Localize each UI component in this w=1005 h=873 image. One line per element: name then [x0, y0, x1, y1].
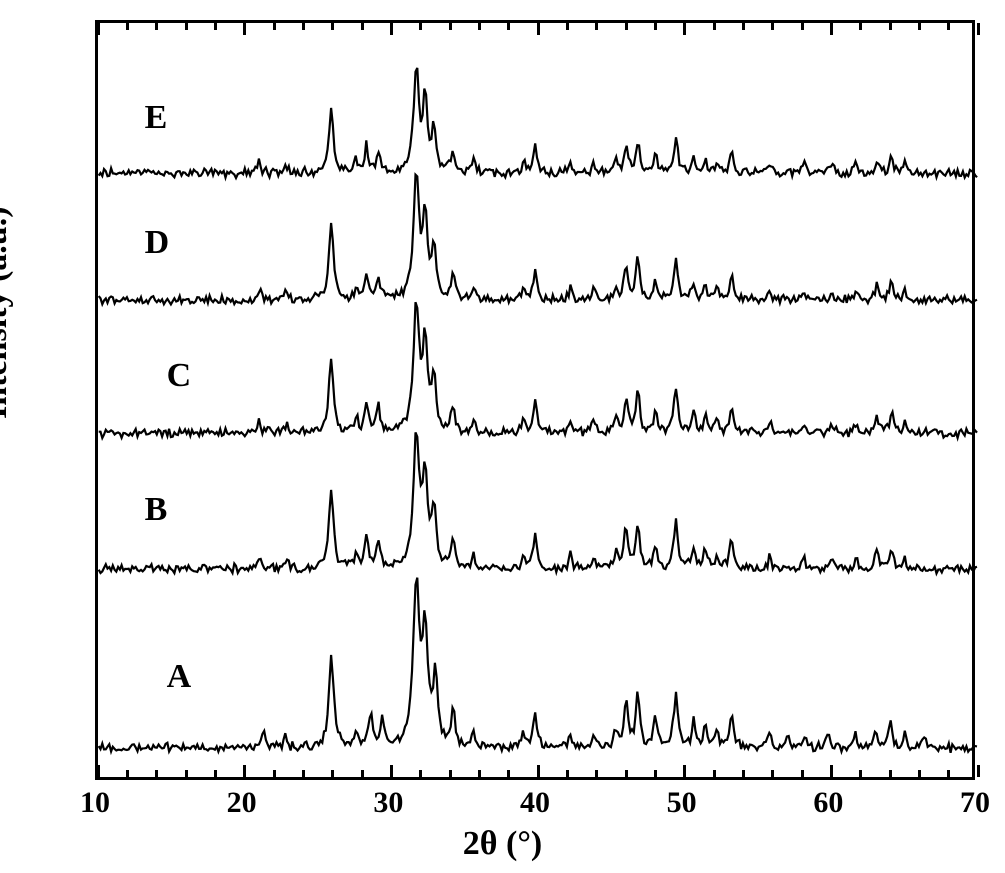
x-tick [742, 23, 745, 30]
x-tick [830, 765, 833, 777]
x-tick [742, 770, 745, 777]
x-tick [97, 765, 100, 777]
x-tick [361, 770, 364, 777]
x-tick [801, 23, 804, 30]
x-tick [566, 770, 569, 777]
xrd-pattern-e [99, 68, 977, 178]
x-tick [537, 23, 540, 35]
x-tick [419, 23, 422, 30]
x-tick [507, 770, 510, 777]
x-tick [478, 770, 481, 777]
x-tick [361, 23, 364, 30]
x-tick-label: 60 [813, 786, 843, 820]
x-tick-label: 50 [667, 786, 697, 820]
xrd-pattern-b [99, 432, 977, 573]
x-tick [830, 23, 833, 35]
x-tick [390, 765, 393, 777]
x-tick [155, 770, 158, 777]
x-tick [977, 765, 980, 777]
x-tick [595, 23, 598, 30]
x-tick-label: 20 [227, 786, 257, 820]
x-tick [947, 23, 950, 30]
series-label-e: E [145, 99, 168, 137]
x-tick [683, 765, 686, 777]
x-tick-label: 40 [520, 786, 550, 820]
x-tick-label: 70 [960, 786, 990, 820]
x-tick [683, 23, 686, 35]
x-tick [97, 23, 100, 35]
x-tick-label: 30 [373, 786, 403, 820]
x-tick [595, 770, 598, 777]
x-tick [713, 770, 716, 777]
xrd-chart: A B C D E [95, 20, 975, 780]
x-tick [889, 770, 892, 777]
x-tick [859, 23, 862, 30]
plot-area: A B C D E [95, 20, 975, 780]
x-tick [859, 770, 862, 777]
x-tick [507, 23, 510, 30]
series-label-a: A [167, 658, 192, 696]
x-tick [273, 23, 276, 30]
y-axis-label: Intensity (a.u.) [0, 206, 15, 419]
x-tick [185, 770, 188, 777]
x-tick [302, 770, 305, 777]
x-tick [713, 23, 716, 30]
x-tick [947, 770, 950, 777]
x-tick [449, 23, 452, 30]
series-label-c: C [167, 357, 192, 395]
x-tick-label: 10 [80, 786, 110, 820]
x-tick [243, 23, 246, 35]
x-tick [214, 23, 217, 30]
x-tick [331, 23, 334, 30]
x-tick [654, 770, 657, 777]
x-tick [625, 23, 628, 30]
x-tick [771, 23, 774, 30]
x-tick [918, 23, 921, 30]
x-tick [419, 770, 422, 777]
x-tick [302, 23, 305, 30]
x-tick [625, 770, 628, 777]
x-tick [243, 765, 246, 777]
x-tick [478, 23, 481, 30]
xrd-patterns-svg [98, 23, 978, 783]
x-tick [126, 770, 129, 777]
xrd-pattern-c [99, 302, 977, 438]
x-tick [654, 23, 657, 30]
x-tick [771, 770, 774, 777]
x-tick [155, 23, 158, 30]
xrd-pattern-d [99, 175, 977, 305]
x-tick [801, 770, 804, 777]
series-label-d: D [145, 224, 170, 262]
xrd-pattern-a [99, 578, 977, 753]
x-tick [185, 23, 188, 30]
series-label-b: B [145, 491, 168, 529]
x-tick [214, 770, 217, 777]
x-tick [918, 770, 921, 777]
x-tick [273, 770, 276, 777]
x-tick [331, 770, 334, 777]
x-tick [449, 770, 452, 777]
x-tick [537, 765, 540, 777]
x-tick [390, 23, 393, 35]
x-tick [889, 23, 892, 30]
x-tick [977, 23, 980, 35]
x-tick [566, 23, 569, 30]
x-axis-label: 2θ (°) [463, 825, 543, 863]
x-tick [126, 23, 129, 30]
